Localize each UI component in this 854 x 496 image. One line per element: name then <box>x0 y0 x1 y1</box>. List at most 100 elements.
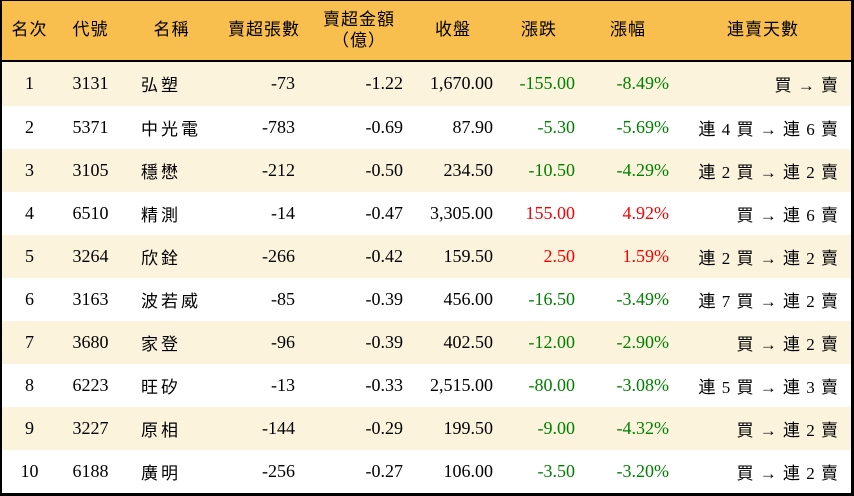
cell-change: -9.00 <box>537 417 576 438</box>
cell-change: -155.00 <box>519 73 576 94</box>
cell-sold_lots: -256 <box>262 460 295 481</box>
cell-name: 廣明 <box>141 463 181 483</box>
column-header-name: 名稱 <box>124 1 219 62</box>
cell-change: -5.30 <box>537 116 576 137</box>
cell-sold_amount: -0.33 <box>365 374 404 395</box>
cell-sold_lots: -14 <box>271 202 295 223</box>
cell-close: 106.00 <box>443 460 494 481</box>
cell-change_pct: 4.92% <box>622 202 670 223</box>
column-header-rank: 名次 <box>2 1 57 62</box>
cell-sold_lots: -73 <box>271 73 295 94</box>
cell-change_pct: 1.59% <box>622 245 670 266</box>
cell-change: -12.00 <box>528 331 576 352</box>
cell-change_pct: -5.69% <box>616 116 670 137</box>
cell-sold_lots: -144 <box>262 417 295 438</box>
table-row: 10 6188 廣明 -256 -0.27 106.00 -3.50 -3.20% 買 → 連 … <box>2 449 851 493</box>
cell-close: 199.50 <box>443 417 494 438</box>
column-header-streak: 連賣天數 <box>675 1 851 62</box>
table-row: 2 5371 中光電 -783 -0.69 87.90 -5.30 -5.69% 連 4 買 →… <box>2 105 851 149</box>
cell-rank: 5 <box>25 245 34 266</box>
table-body: 1 3131 弘塑 -73 -1.22 1,670.00 -155.00 -8.49% 買 → … <box>2 61 851 493</box>
cell-sold_lots: -266 <box>262 245 295 266</box>
header-row: 名次 代號 名稱 賣超張數 賣超金額 （億） 收盤 漲跌 漲幅 連賣天數 <box>2 1 851 62</box>
cell-change: 2.50 <box>543 245 576 266</box>
cell-change: -10.50 <box>528 159 576 180</box>
cell-name: 原相 <box>141 420 181 440</box>
cell-code: 6223 <box>72 374 109 395</box>
table-row: 8 6223 旺矽 -13 -0.33 2,515.00 -80.00 -3.08% 連 5 買… <box>2 363 851 407</box>
cell-change_pct: -3.20% <box>616 460 670 481</box>
cell-sold_lots: -85 <box>271 288 295 309</box>
table-row: 1 3131 弘塑 -73 -1.22 1,670.00 -155.00 -8.49% 買 → … <box>2 61 851 106</box>
cell-change_pct: -2.90% <box>616 331 670 352</box>
column-header-change: 漲跌 <box>497 1 581 62</box>
cell-streak: 買 → 連 2 賣 <box>736 463 839 483</box>
cell-streak: 連 4 買 → 連 6 賣 <box>698 119 839 139</box>
cell-close: 456.00 <box>443 288 494 309</box>
table-row: 7 3680 家登 -96 -0.39 402.50 -12.00 -2.90% 買 → 連 2… <box>2 320 851 364</box>
cell-code: 3680 <box>72 331 109 352</box>
cell-change: -80.00 <box>528 374 576 395</box>
cell-change_pct: -3.08% <box>616 374 670 395</box>
cell-sold_lots: -212 <box>262 159 295 180</box>
cell-streak: 連 7 買 → 連 2 賣 <box>698 291 839 311</box>
cell-change: -16.50 <box>528 288 576 309</box>
cell-change_pct: -4.29% <box>616 159 670 180</box>
table-row: 9 3227 原相 -144 -0.29 199.50 -9.00 -4.32% 買 → 連 2… <box>2 406 851 450</box>
cell-rank: 6 <box>25 288 34 309</box>
cell-streak: 連 2 買 → 連 2 賣 <box>698 162 839 182</box>
cell-sold_amount: -0.69 <box>365 116 404 137</box>
cell-sold_lots: -13 <box>271 374 295 395</box>
cell-sold_lots: -96 <box>271 331 295 352</box>
cell-sold_amount: -0.42 <box>365 245 404 266</box>
cell-rank: 10 <box>20 460 39 481</box>
column-header-code: 代號 <box>57 1 124 62</box>
cell-close: 3,305.00 <box>430 202 493 223</box>
cell-sold_amount: -0.27 <box>365 460 404 481</box>
column-header-close: 收盤 <box>409 1 497 62</box>
cell-sold_amount: -0.39 <box>365 331 404 352</box>
cell-close: 87.90 <box>452 116 494 137</box>
cell-sold_lots: -783 <box>262 116 295 137</box>
cell-code: 6188 <box>72 460 109 481</box>
column-header-sold_amount: 賣超金額 （億） <box>309 1 409 62</box>
table-row: 6 3163 波若威 -85 -0.39 456.00 -16.50 -3.49% 連 7 買 … <box>2 277 851 321</box>
cell-close: 1,670.00 <box>430 73 493 94</box>
cell-rank: 4 <box>25 202 34 223</box>
cell-rank: 3 <box>25 159 34 180</box>
table-row: 3 3105 穩懋 -212 -0.50 234.50 -10.50 -4.29% 連 2 買 … <box>2 148 851 192</box>
cell-change_pct: -4.32% <box>616 417 670 438</box>
cell-name: 欣銓 <box>141 248 181 268</box>
cell-streak: 買 → 賣 <box>774 76 839 96</box>
cell-name: 中光電 <box>141 119 201 139</box>
cell-change_pct: -3.49% <box>616 288 670 309</box>
cell-code: 3105 <box>72 159 109 180</box>
cell-close: 234.50 <box>443 159 494 180</box>
table-row: 4 6510 精測 -14 -0.47 3,305.00 155.00 4.92% 買 → 連 … <box>2 191 851 235</box>
cell-code: 3131 <box>72 73 109 94</box>
cell-streak: 買 → 連 2 賣 <box>736 420 839 440</box>
cell-change: -3.50 <box>537 460 576 481</box>
cell-name: 波若威 <box>141 291 201 311</box>
cell-rank: 9 <box>25 417 34 438</box>
cell-rank: 1 <box>25 73 34 94</box>
cell-streak: 買 → 連 2 賣 <box>736 334 839 354</box>
cell-name: 旺矽 <box>141 377 181 397</box>
cell-sold_amount: -0.29 <box>365 417 404 438</box>
cell-change_pct: -8.49% <box>616 73 670 94</box>
cell-code: 3163 <box>72 288 109 309</box>
cell-streak: 連 5 買 → 連 3 賣 <box>698 377 839 397</box>
cell-streak: 買 → 連 6 賣 <box>736 205 839 225</box>
cell-close: 402.50 <box>443 331 494 352</box>
cell-name: 穩懋 <box>141 162 181 182</box>
cell-streak: 連 2 買 → 連 2 賣 <box>698 248 839 268</box>
cell-sold_amount: -0.47 <box>365 202 404 223</box>
cell-rank: 2 <box>25 116 34 137</box>
cell-sold_amount: -0.50 <box>365 159 404 180</box>
cell-code: 5371 <box>72 116 109 137</box>
cell-rank: 8 <box>25 374 34 395</box>
cell-rank: 7 <box>25 331 34 352</box>
cell-code: 6510 <box>72 202 109 223</box>
